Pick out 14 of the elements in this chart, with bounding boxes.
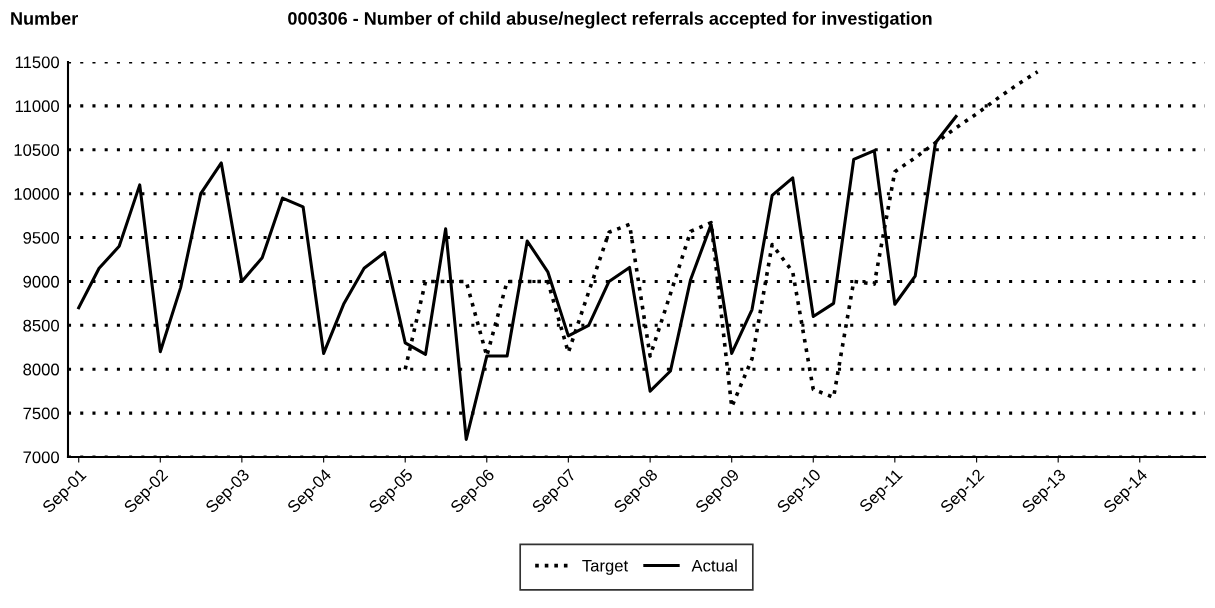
y-axis-title: Number	[11, 11, 78, 25]
y-tick-label: 10000	[14, 188, 60, 200]
chart-title: 000306 - Number of child abuse/neglect referrals accepted for investigation	[288, 11, 932, 29]
legend-label: Target	[582, 559, 629, 575]
y-tick-label: 11000	[15, 100, 60, 113]
y-tick-label: 7500	[23, 407, 60, 420]
legend-label: Actual	[691, 559, 737, 572]
y-tick-label: 8500	[23, 319, 60, 332]
y-tick-label: 10500	[14, 144, 60, 156]
y-tick-label: 7000	[23, 451, 60, 464]
y-tick-label: 9000	[23, 275, 60, 288]
y-tick-label: 11500	[15, 56, 60, 69]
y-tick-label: 8000	[23, 363, 60, 376]
y-tick-label: 9500	[23, 231, 60, 244]
